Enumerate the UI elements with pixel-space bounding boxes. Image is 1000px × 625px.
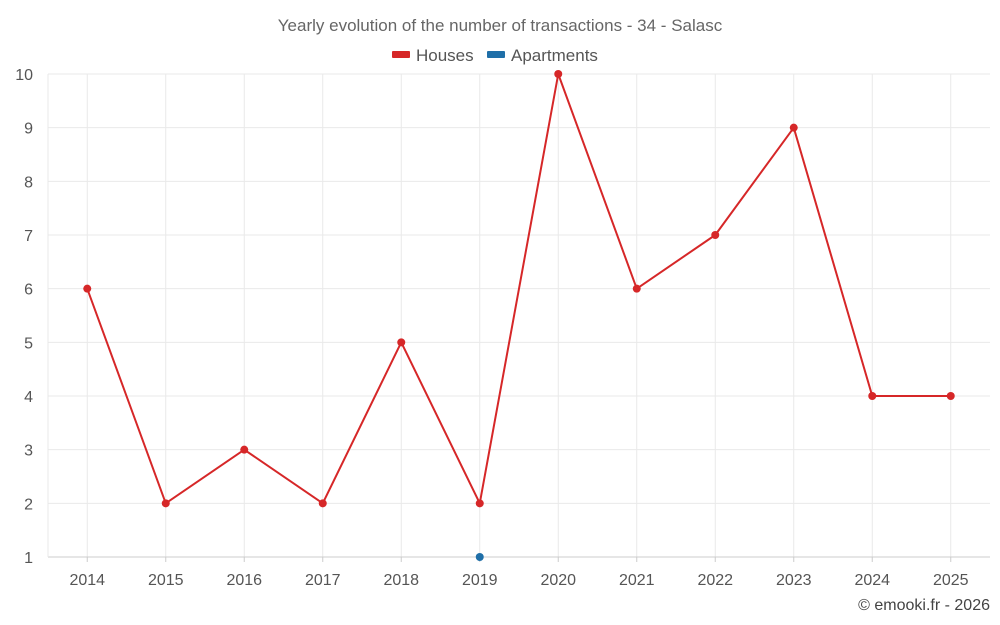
data-point-houses (554, 70, 563, 78)
y-tick-label: 5 (24, 335, 33, 352)
legend-item-apartments[interactable]: Apartments (487, 46, 598, 65)
series-line-houses (86, 73, 951, 505)
x-tick-label: 2015 (148, 572, 184, 589)
credit-text: © emooki.fr - 2026 (858, 597, 990, 614)
y-tick-label: 7 (24, 228, 33, 245)
data-point-houses (632, 284, 641, 293)
x-tick-label: 2021 (619, 572, 655, 589)
x-tick-label: 2020 (540, 572, 576, 589)
data-point-houses (240, 445, 249, 454)
x-tick-label: 2014 (69, 572, 105, 589)
x-tick-label: 2016 (226, 572, 262, 589)
x-tick-label: 2018 (383, 572, 419, 589)
legend-label-houses: Houses (416, 46, 474, 65)
y-tick-label: 3 (24, 443, 33, 460)
y-tick-label: 8 (24, 174, 33, 191)
y-tick-label: 9 (24, 121, 33, 138)
x-tick-label: 2025 (933, 572, 969, 589)
data-point-houses (946, 392, 955, 400)
data-point-houses (868, 392, 877, 400)
x-tick-label: 2019 (462, 572, 498, 589)
data-point-houses (83, 284, 92, 293)
x-tick-label: 2017 (305, 572, 341, 589)
axes: 1 2 3 4 5 6 7 8 9 10 2014 2015 2016 2017 2018 2019 2020 2… (15, 67, 990, 589)
data-point-houses (318, 499, 327, 508)
data-point-apartments (475, 553, 484, 561)
x-tick-label: 2024 (854, 572, 890, 589)
y-tick-label: 4 (24, 389, 33, 406)
data-point-houses (161, 499, 170, 508)
series (83, 70, 955, 561)
y-tick-label: 10 (15, 67, 33, 84)
data-point-houses (475, 499, 484, 508)
data-point-houses (397, 338, 406, 347)
legend-item-houses[interactable]: Houses (392, 46, 474, 65)
y-tick-label: 6 (24, 282, 33, 299)
y-tick-label: 2 (24, 496, 33, 513)
legend: Houses Apartments (392, 46, 598, 65)
legend-swatch-apartments (487, 51, 505, 58)
data-point-houses (711, 231, 720, 239)
chart-title: Yearly evolution of the number of transa… (278, 16, 723, 35)
legend-swatch-houses (392, 51, 410, 58)
y-tick-label: 1 (24, 550, 33, 567)
data-point-houses (789, 123, 798, 132)
legend-label-apartments: Apartments (511, 46, 598, 65)
x-tick-label: 2022 (697, 572, 733, 589)
x-tick-label: 2023 (776, 572, 812, 589)
